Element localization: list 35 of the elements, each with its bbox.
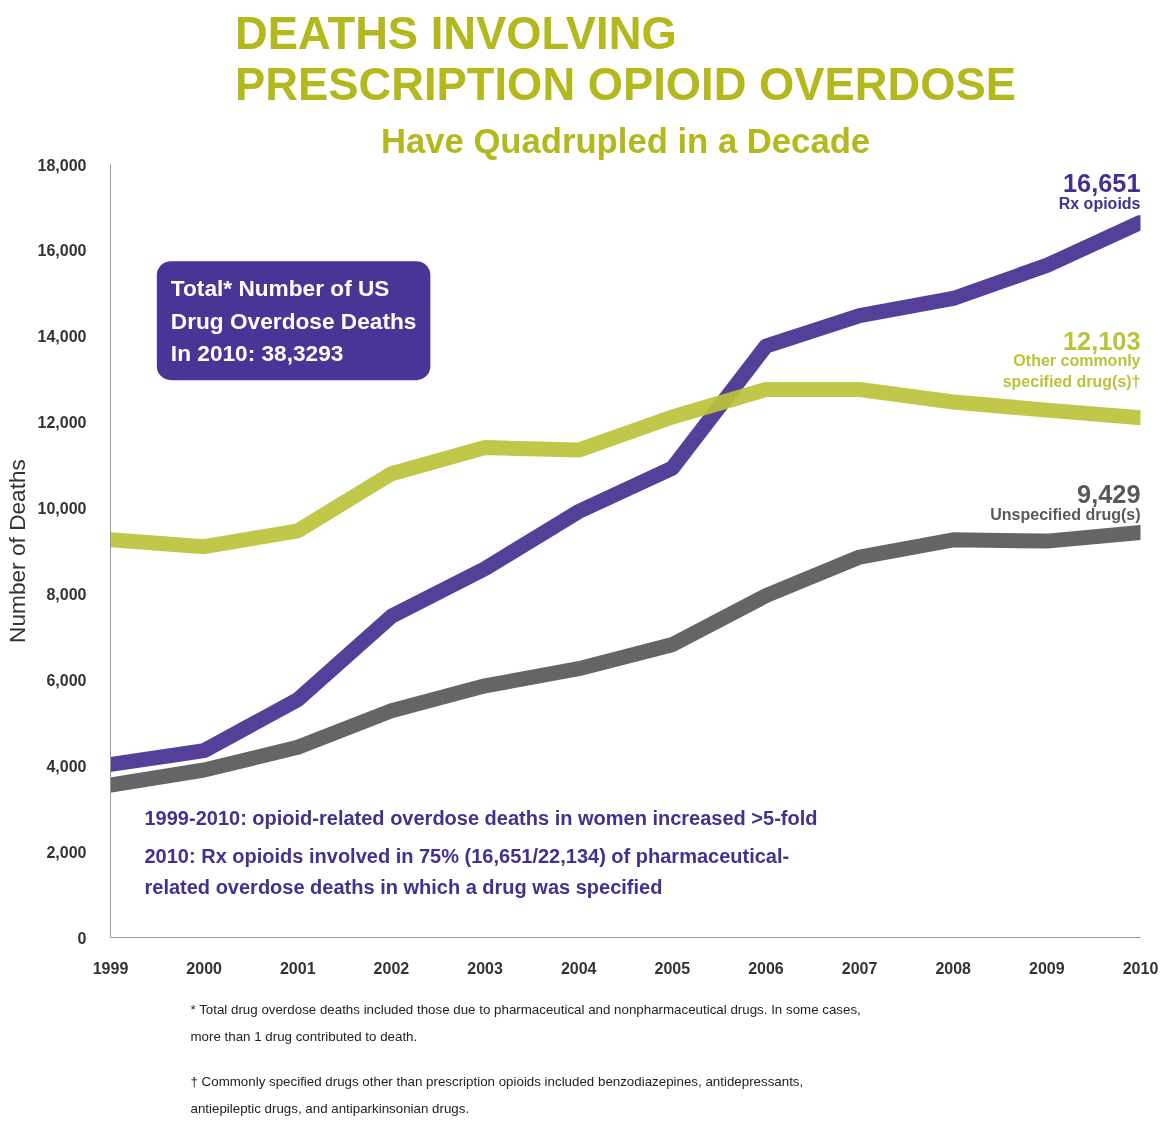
chart-subtitle: Have Quadrupled in a Decade [380, 121, 871, 160]
x-tick-label: 2003 [467, 959, 503, 977]
y-tick-label: 0 [77, 929, 87, 947]
chart-title: DEATHS INVOLVING PRESCRIPTION OPIOID OVERDOSE [235, 7, 1016, 110]
x-tick-label: 1999 [92, 959, 129, 977]
y-tick-label: 16,000 [37, 242, 87, 260]
series-label: Rx opioids [1058, 195, 1141, 213]
x-tick-label: 2002 [373, 959, 410, 977]
x-tick-label: 2010 [1122, 959, 1159, 977]
annotation: 2010: Rx opioids involved in 75% (16,651/22,134) of pharmaceutical-related overdose deaths in which a drug was specified [144, 845, 790, 899]
y-tick-label: 12,000 [37, 414, 87, 432]
y-tick-label: 8,000 [46, 585, 87, 603]
text: † Commonly specified drugs other than prescription opioids included benzodiazepines, antidepressants, antiepileptic drugs, and antiparkinsonian drugs. [190, 1073, 804, 1116]
annotation: Total* Number of US Drug Overdose Deaths In 2010: 38,3293 [170, 275, 417, 367]
x-tick-label: 2001 [279, 959, 316, 977]
x-tick-label: 2005 [654, 959, 691, 977]
series-label: Unspecified drug(s) [990, 505, 1141, 523]
y-tick-label: 14,000 [37, 328, 87, 346]
data-label: 12,103 [1063, 326, 1141, 355]
y-axis-title: Number of Deaths [3, 459, 30, 643]
x-tick-label: 2009 [1029, 959, 1065, 977]
x-tick-label: 2004 [560, 959, 597, 977]
y-tick-label: 2,000 [46, 843, 87, 861]
data-label: 16,651 [1063, 169, 1141, 198]
y-tick-label: 10,000 [37, 500, 87, 518]
y-tick-label: 6,000 [46, 671, 87, 689]
x-tick-label: 2006 [748, 959, 784, 977]
annotation: 1999-2010: opioid-related overdose deaths in women increased >5-fold [144, 806, 818, 829]
x-tick-label: 2007 [841, 959, 878, 977]
data-label: 9,429 [1077, 479, 1141, 508]
y-tick-label: 18,000 [37, 156, 87, 174]
y-tick-label: 4,000 [46, 757, 87, 775]
text: * Total drug overdose deaths included those due to pharmaceutical and nonpharmaceutical drugs. In some cases, more than 1 drug contributed to death. [190, 1001, 861, 1044]
x-tick-label: 2008 [935, 959, 972, 977]
x-tick-label: 2000 [186, 959, 223, 977]
